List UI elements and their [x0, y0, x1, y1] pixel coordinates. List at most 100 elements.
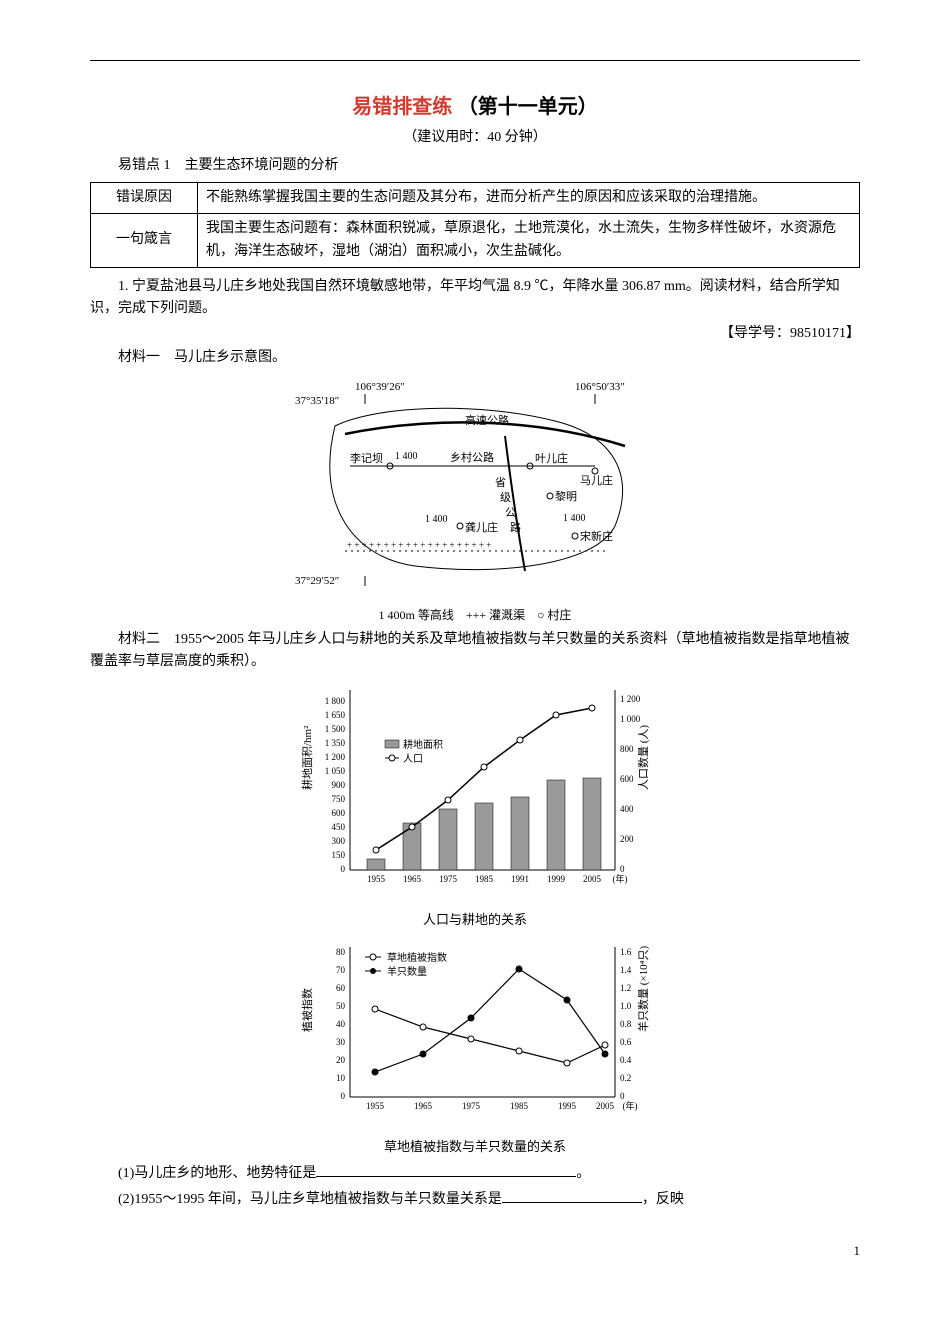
q1-sub1-text: (1)马儿庄乡的地形、地势特征是 [118, 1166, 316, 1181]
svg-text:1 800: 1 800 [325, 696, 346, 706]
subtitle: （建议用时：40 分钟） [90, 127, 860, 149]
svg-text:0: 0 [620, 864, 625, 874]
svg-text:0: 0 [341, 1091, 346, 1101]
svg-text:70: 70 [336, 965, 346, 975]
svg-text:(年): (年) [623, 1100, 638, 1111]
svg-text:李记坝: 李记坝 [350, 451, 383, 465]
svg-text:1 000: 1 000 [620, 714, 641, 724]
svg-text:1 200: 1 200 [325, 752, 346, 762]
q1-sub1: (1)马儿庄乡的地形、地势特征是 。 [90, 1162, 860, 1185]
svg-text:马儿庄: 马儿庄 [580, 473, 613, 487]
svg-text:叶儿庄: 叶儿庄 [535, 451, 568, 465]
q1-sub2a: (2)1955～1995 年间，马儿庄乡草地植被指数与羊只数量关系是 [118, 1192, 502, 1207]
svg-text:1985: 1985 [475, 874, 494, 884]
svg-text:800: 800 [620, 744, 634, 754]
material1-label: 材料一 马儿庄乡示意图。 [90, 347, 860, 369]
top-rule [90, 60, 860, 61]
blank-line[interactable] [316, 1162, 576, 1177]
svg-text:750: 750 [332, 794, 346, 804]
page-number: 1 [90, 1241, 860, 1262]
svg-text:羊只数量: 羊只数量 [387, 965, 427, 978]
q1-stem: 1. 宁夏盐池县马儿庄乡地处我国自然环境敏感地带，年平均气温 8.9 ℃，年降水… [90, 276, 860, 321]
svg-text:450: 450 [332, 822, 346, 832]
svg-text:1955: 1955 [367, 874, 386, 884]
chart2-svg: 01020 304050 607080 00.20.4 0.60.81.0 1.… [295, 937, 655, 1127]
q1-sub2: (2)1955～1995 年间，马儿庄乡草地植被指数与羊只数量关系是 ，反映 [90, 1188, 860, 1211]
cell-cause-text: 不能熟练掌握我国主要的生态问题及其分布，进而分析产生的原因和应该采取的治理措施。 [198, 182, 860, 213]
svg-text:1 650: 1 650 [325, 710, 346, 720]
svg-text:1 400: 1 400 [395, 451, 418, 462]
lon-left: 106°39′26″ [355, 381, 405, 393]
lat-bottom: 37°29′52″ [295, 575, 339, 587]
svg-text:1 350: 1 350 [325, 738, 346, 748]
info-table: 错误原因 不能熟练掌握我国主要的生态问题及其分布，进而分析产生的原因和应该采取的… [90, 182, 860, 268]
table-row: 一句箴言 我国主要生态问题有：森林面积锐减，草原退化，土地荒漠化，水土流失，生物… [91, 214, 860, 268]
svg-text:人口数量 (人): 人口数量 (人) [637, 724, 650, 789]
village-road-label: 乡村公路 [450, 450, 494, 464]
prov-label1: 省 [495, 476, 506, 489]
svg-text:80: 80 [336, 947, 346, 957]
svg-text:1995: 1995 [558, 1101, 577, 1111]
svg-text:1975: 1975 [439, 874, 458, 884]
map-svg: 106°39′26″ 106°50′33″ 37°35′18″ 高速公路 乡村公… [295, 376, 655, 596]
blank-line[interactable] [502, 1188, 642, 1203]
chart2-caption: 草地植被指数与羊只数量的关系 [90, 1137, 860, 1158]
svg-text:1.2: 1.2 [620, 983, 631, 993]
canal-marks: + + + + + + + + + + + + + + + + + + + + [347, 540, 491, 550]
prov-label2: 级 [500, 491, 511, 504]
title-red: 易错排查练 [352, 96, 452, 118]
svg-text:200: 200 [620, 834, 634, 844]
svg-text:(年): (年) [613, 873, 628, 884]
q1-sub2b: ，反映 [642, 1192, 684, 1207]
svg-text:羊只数量 (×10⁴只): 羊只数量 (×10⁴只) [636, 946, 650, 1032]
svg-text:1 500: 1 500 [325, 724, 346, 734]
prov-label3: 公 [505, 507, 516, 519]
svg-text:人口: 人口 [403, 753, 423, 765]
svg-text:耕地面积: 耕地面积 [403, 738, 443, 751]
chart2-figure: 01020 304050 607080 00.20.4 0.60.81.0 1.… [90, 937, 860, 1158]
lat-top: 37°35′18″ [295, 395, 339, 407]
map-figure: 106°39′26″ 106°50′33″ 37°35′18″ 高速公路 乡村公… [90, 376, 860, 626]
svg-text:0.4: 0.4 [620, 1055, 632, 1065]
cell-maxim-text: 我国主要生态问题有：森林面积锐减，草原退化，土地荒漠化，水土流失，生物多样性破坏… [198, 214, 860, 268]
q1-sub1-end: 。 [576, 1166, 590, 1181]
svg-text:600: 600 [332, 808, 346, 818]
highway-label: 高速公路 [465, 413, 509, 427]
svg-text:黎明: 黎明 [555, 489, 577, 503]
svg-text:50: 50 [336, 1001, 346, 1011]
svg-text:400: 400 [620, 804, 634, 814]
svg-text:0.2: 0.2 [620, 1073, 631, 1083]
svg-text:300: 300 [332, 836, 346, 846]
svg-text:2005: 2005 [583, 874, 602, 884]
chart1-figure: 0150300 450600750 9001 0501 200 1 3501 5… [90, 680, 860, 931]
prov-label4: 路 [510, 521, 521, 534]
svg-text:0: 0 [620, 1091, 625, 1101]
svg-text:1.6: 1.6 [620, 947, 632, 957]
svg-text:30: 30 [336, 1037, 346, 1047]
table-row: 错误原因 不能熟练掌握我国主要的生态问题及其分布，进而分析产生的原因和应该采取的… [91, 182, 860, 213]
page-title: 易错排查练 （第十一单元） [90, 91, 860, 123]
svg-text:0: 0 [341, 864, 346, 874]
svg-text:草地植被指数: 草地植被指数 [387, 951, 447, 964]
svg-text:1 200: 1 200 [620, 694, 641, 704]
svg-text:1 400: 1 400 [563, 513, 586, 524]
svg-text:0.6: 0.6 [620, 1037, 632, 1047]
svg-text:1991: 1991 [511, 874, 529, 884]
svg-text:1975: 1975 [462, 1101, 481, 1111]
svg-text:600: 600 [620, 774, 634, 784]
svg-text:1999: 1999 [547, 874, 566, 884]
svg-text:0.8: 0.8 [620, 1019, 632, 1029]
svg-text:1955: 1955 [366, 1101, 385, 1111]
svg-text:40: 40 [336, 1019, 346, 1029]
svg-text:1.4: 1.4 [620, 965, 632, 975]
map-legend: 1 400m 等高线 +++ 灌溉渠 ○ 村庄 [90, 606, 860, 625]
svg-text:1.0: 1.0 [620, 1001, 632, 1011]
svg-text:1 400: 1 400 [425, 514, 448, 525]
svg-text:900: 900 [332, 780, 346, 790]
study-tag: 【导学号：98510171】 [90, 323, 860, 345]
svg-text:龚儿庄: 龚儿庄 [465, 520, 498, 534]
svg-text:耕地面积/hm²: 耕地面积/hm² [300, 725, 314, 790]
lon-right: 106°50′33″ [575, 381, 625, 393]
title-black: （第十一单元） [458, 96, 598, 118]
material2-label: 材料二 1955～2005 年马儿庄乡人口与耕地的关系及草地植被指数与羊只数量的… [90, 629, 860, 674]
